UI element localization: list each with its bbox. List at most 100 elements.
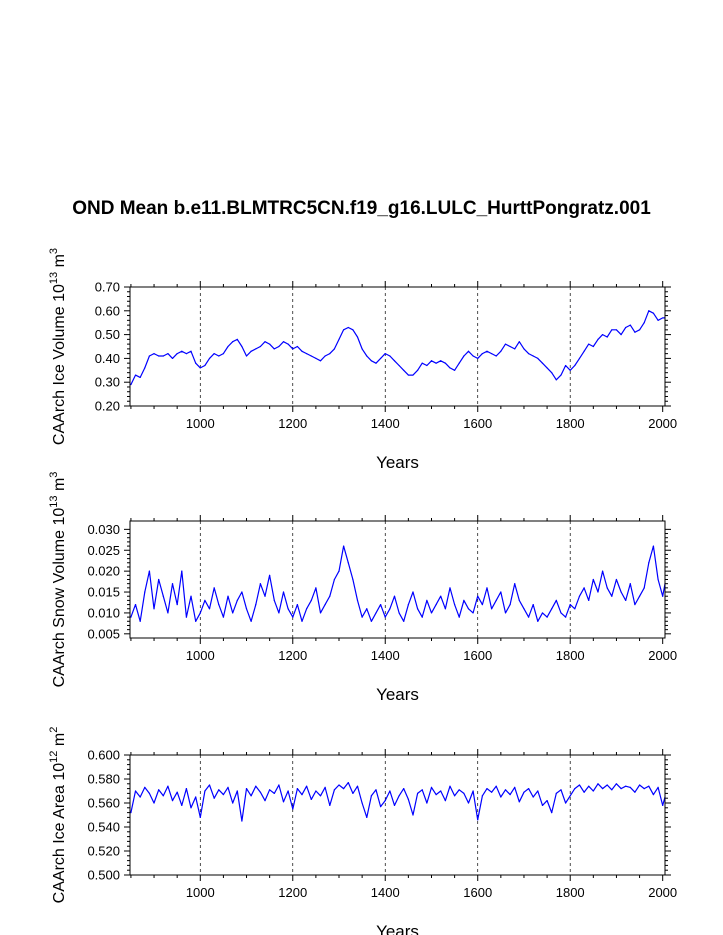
- data-point: [352, 578, 354, 581]
- data-point: [440, 790, 442, 792]
- data-point: [213, 587, 215, 589]
- data-point: [158, 355, 160, 357]
- x-tick-label: 2000: [648, 416, 677, 431]
- data-point: [208, 608, 211, 610]
- data-point: [625, 785, 627, 787]
- data-point: [463, 599, 465, 601]
- y-axis-label-unit: m: [51, 733, 68, 751]
- data-point: [347, 782, 349, 784]
- y-axis-label-unit-exponent: 3: [48, 472, 60, 478]
- data-point: [269, 343, 271, 345]
- data-point: [185, 788, 188, 790]
- data-point: [144, 367, 146, 369]
- data-point: [514, 786, 516, 789]
- data-point: [638, 595, 641, 597]
- data-point: [333, 348, 335, 350]
- data-point: [518, 599, 520, 601]
- data-point: [578, 595, 581, 597]
- data-point: [643, 587, 645, 589]
- data-point: [477, 819, 479, 821]
- data-point: [615, 578, 618, 581]
- data-point: [393, 804, 396, 807]
- data-point: [158, 578, 160, 581]
- data-point: [611, 595, 613, 597]
- data-point: [467, 608, 470, 610]
- y-axis-label: CAArch Ice Volume 1013 m3: [48, 248, 68, 445]
- series-line: [130, 545, 666, 622]
- data-point: [546, 800, 548, 802]
- x-tick-label: 1600: [463, 416, 492, 431]
- y-tick-label: 0.580: [87, 772, 120, 787]
- data-point: [518, 341, 520, 343]
- y-axis-label-unit-exponent: 2: [48, 727, 60, 733]
- y-tick-label: 0.70: [95, 280, 120, 295]
- y-tick-label: 0.60: [95, 303, 120, 318]
- data-point: [518, 801, 520, 803]
- data-point: [204, 790, 206, 792]
- data-point: [356, 336, 359, 338]
- plot-frame: [129, 754, 666, 876]
- data-point: [227, 595, 229, 597]
- data-point: [218, 789, 220, 791]
- data-point: [662, 317, 664, 319]
- data-point: [629, 583, 631, 585]
- data-point: [176, 353, 178, 355]
- data-point: [597, 338, 599, 340]
- data-point: [306, 785, 308, 787]
- data-point: [523, 791, 525, 793]
- data-point: [315, 357, 317, 359]
- data-point: [222, 794, 225, 796]
- data-point: [527, 788, 530, 790]
- data-point: [412, 814, 414, 816]
- y-axis-label-text: CAArch Ice Volume 10: [51, 284, 68, 445]
- data-point: [583, 791, 585, 793]
- data-point: [264, 800, 266, 802]
- data-point: [204, 599, 206, 601]
- data-point: [500, 350, 502, 352]
- data-point: [481, 353, 483, 355]
- data-point: [319, 360, 322, 362]
- x-axis-label: Years: [376, 922, 419, 935]
- data-point: [153, 353, 155, 355]
- data-point: [403, 788, 405, 790]
- data-point: [537, 790, 539, 792]
- data-point: [597, 591, 599, 593]
- panel-ice-area: 1000 1200 1400 1600 1800 2000 0.500 0.520 0.540 0…: [48, 727, 677, 935]
- data-point: [148, 570, 151, 572]
- data-point: [560, 374, 562, 376]
- data-point: [398, 612, 400, 614]
- data-point: [361, 348, 363, 350]
- data-point: [319, 795, 322, 797]
- data-point: [574, 364, 576, 367]
- data-point: [592, 578, 594, 581]
- data-point: [130, 812, 132, 814]
- data-point: [190, 807, 192, 809]
- data-point: [255, 785, 257, 787]
- data-point: [611, 789, 613, 791]
- data-point: [273, 792, 275, 795]
- data-point: [426, 599, 428, 601]
- data-point: [564, 616, 567, 618]
- data-point: [282, 801, 285, 803]
- data-point: [296, 603, 298, 606]
- data-point: [218, 355, 220, 357]
- data-point: [601, 788, 604, 790]
- data-point: [389, 790, 391, 792]
- x-tick-label: 1400: [371, 885, 400, 900]
- data-point: [227, 345, 229, 348]
- data-point: [583, 350, 585, 352]
- data-point: [412, 374, 414, 376]
- data-point: [190, 595, 192, 597]
- y-tick-label: 0.030: [87, 522, 120, 537]
- data-point: [592, 790, 594, 792]
- data-point: [380, 603, 382, 606]
- data-point: [625, 599, 627, 601]
- data-point: [560, 612, 562, 614]
- data-point: [148, 792, 151, 795]
- data-point: [171, 800, 174, 802]
- data-point: [458, 789, 460, 791]
- data-point: [181, 350, 183, 352]
- data-point: [375, 789, 377, 791]
- y-axis-label-unit: m: [51, 254, 68, 272]
- data-point: [449, 785, 451, 787]
